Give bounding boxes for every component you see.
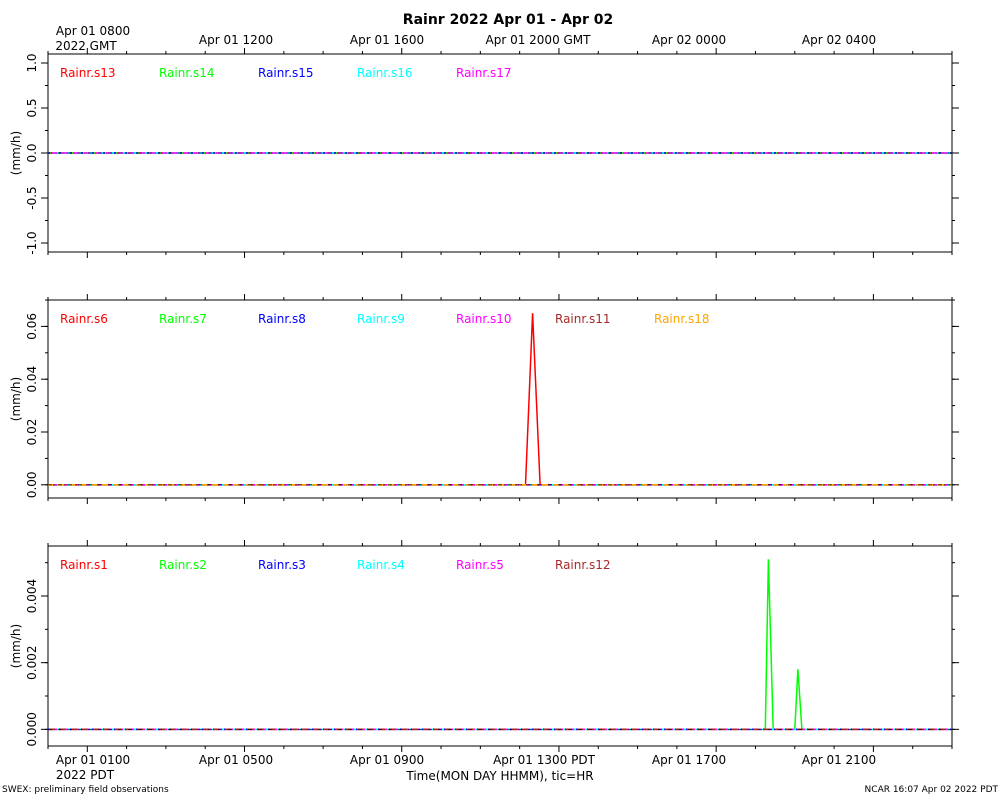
legend-entry: Rainr.s3: [258, 558, 306, 572]
top-axis-label: Apr 01 2000 GMT: [486, 33, 592, 47]
y-tick-label: 0.5: [25, 98, 39, 117]
bottom-axis-label: Apr 01 1700: [652, 753, 726, 767]
y-axis-title: (mm/h): [9, 131, 23, 175]
y-tick-label: -0.5: [25, 186, 39, 209]
bottom-axis-label: Apr 01 0100: [56, 753, 130, 767]
legend-entry: Rainr.s13: [60, 66, 116, 80]
y-tick-label: 0.04: [25, 366, 39, 393]
plot-frame: [47, 545, 953, 747]
y-tick-label: 0.00: [25, 471, 39, 498]
legend-entry: Rainr.s18: [654, 312, 710, 326]
top-axis-label: Apr 01 1600: [350, 33, 424, 47]
legend-entry: Rainr.s17: [456, 66, 512, 80]
bottom-axis-label: Apr 01 0500: [199, 753, 273, 767]
legend-entry: Rainr.s2: [159, 558, 207, 572]
series-line-rainr-s2: [48, 559, 952, 731]
legend-entry: Rainr.s16: [357, 66, 413, 80]
chart-title: Rainr 2022 Apr 01 - Apr 02: [403, 12, 613, 28]
footer-left-note: SWEX: preliminary field observations: [2, 785, 169, 795]
top-axis-label: Apr 01 0800: [56, 24, 130, 38]
y-axis-title: (mm/h): [9, 624, 23, 668]
y-tick-label: 0.004: [25, 579, 39, 613]
legend-entry: Rainr.s10: [456, 312, 512, 326]
y-axis-title: (mm/h): [9, 377, 23, 421]
y-tick-label: 0.002: [25, 645, 39, 679]
legend-entry: Rainr.s7: [159, 312, 207, 326]
chart-panel-top: -1.0 -0.5 0.0 0.5 1.0 (mm/h) Rainr.s13 Rainr.s1…: [9, 48, 959, 258]
plot-frame: [47, 299, 953, 499]
y-tick-label: 1.0: [25, 53, 39, 72]
legend-entry: Rainr.s15: [258, 66, 314, 80]
legend-entry: Rainr.s1: [60, 558, 108, 572]
legend-entry: Rainr.s14: [159, 66, 215, 80]
legend-entry: Rainr.s12: [555, 558, 611, 572]
bottom-axis-label: Apr 01 2100: [802, 753, 876, 767]
legend-entry: Rainr.s8: [258, 312, 306, 326]
top-axis-label: Apr 01 1200: [199, 33, 273, 47]
legend-entry: Rainr.s11: [555, 312, 611, 326]
y-tick-label: -1.0: [25, 231, 39, 254]
bottom-axis-labels: Apr 01 0100 2022 PDT Apr 01 0500 Apr 01 …: [56, 753, 876, 783]
y-tick-label: 0.000: [25, 712, 39, 746]
top-axis-label: Apr 02 0400: [802, 33, 876, 47]
top-axis-sublabel: 2022 GMT: [55, 39, 117, 53]
footer-right-note: NCAR 16:07 Apr 02 2022 PDT: [865, 785, 999, 795]
chart-panel-middle: 0.00 0.02 0.04 0.06 (mm/h) Rainr.s6 Rainr.s7 Ra…: [9, 294, 959, 504]
legend-entry: Rainr.s6: [60, 312, 108, 326]
y-tick-label: 0.06: [25, 313, 39, 340]
legend-entry: Rainr.s9: [357, 312, 405, 326]
bottom-axis-label: Apr 01 0900: [350, 753, 424, 767]
bottom-axis-label: Apr 01 1300 PDT: [493, 753, 595, 767]
x-axis-title: Time(MON DAY HHMM), tic=HR: [405, 769, 593, 783]
y-tick-label: 0.02: [25, 419, 39, 446]
bottom-axis-sublabel: 2022 PDT: [56, 768, 115, 782]
y-tick-label: 0.0: [25, 143, 39, 162]
chart-panel-bottom: 0.000 0.002 0.004(mm/h) Rainr.s1 Rainr.s2 Rai…: [9, 540, 959, 752]
series-line-rainr-s6: [48, 313, 952, 486]
legend-entry: Rainr.s4: [357, 558, 405, 572]
top-axis-labels: Apr 01 0800 2022 GMT Apr 01 1200 Apr 01 …: [55, 24, 876, 53]
legend-entry: Rainr.s5: [456, 558, 504, 572]
top-axis-label: Apr 02 0000: [652, 33, 726, 47]
